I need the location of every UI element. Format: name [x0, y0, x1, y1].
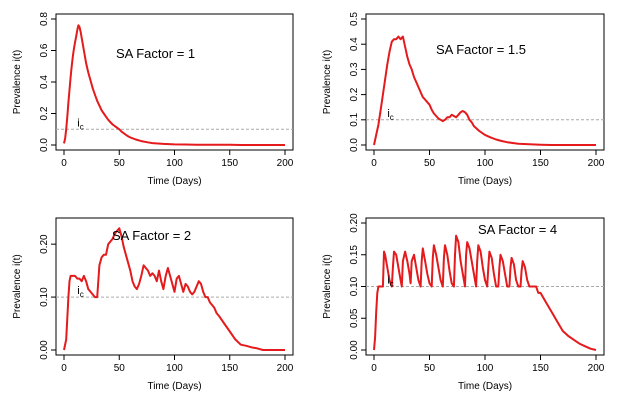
x-tick-label: 0	[61, 158, 67, 169]
prevalence-line	[373, 234, 597, 351]
chart-panel-4: 0 50 100 150 200 0.00 0.05 0.10 0.15 0.20 Time (Da…	[322, 213, 605, 392]
y-tick-label: 0.4	[39, 75, 50, 89]
y-tick-label: 0.8	[39, 12, 50, 26]
x-axis-label: Time (Days)	[458, 176, 512, 187]
threshold-label: ic	[77, 117, 83, 131]
y-tick-label: 0.15	[349, 245, 360, 265]
x-tick-label: 0	[61, 363, 67, 374]
y-axis-label: Prevalence i(t)	[12, 50, 23, 114]
chart-panel-1: 0 50 100 150 200 0.0 0.2 0.4 0.6 0.8 Time (Days) Pr…	[12, 12, 294, 187]
x-tick-label: 50	[114, 363, 126, 374]
x-tick-label: 50	[114, 158, 126, 169]
y-tick-label: 0.2	[349, 87, 360, 101]
threshold-label: ic	[387, 275, 393, 289]
threshold-label: ic	[77, 285, 83, 299]
y-tick-label: 0.4	[349, 37, 360, 51]
x-axis-label: Time (Days)	[147, 176, 201, 187]
x-tick-label: 150	[221, 158, 238, 169]
y-axis-label: Prevalence i(t)	[322, 50, 333, 114]
sa-factor-label: SA Factor = 4	[478, 222, 557, 237]
chart-panel-2: 0 50 100 150 200 0.0 0.1 0.2 0.3 0.4 0.5 Time (Days…	[322, 12, 605, 187]
chart-panel-3: 0 50 100 150 200 0.00 0.10 0.20 Time (Days) Preva…	[12, 217, 294, 392]
x-tick-label: 0	[371, 363, 377, 374]
y-axis-label: Prevalence i(t)	[322, 254, 333, 318]
x-tick-label: 200	[588, 363, 605, 374]
y-tick-label: 0.1	[349, 112, 360, 126]
y-tick-label: 0.2	[39, 106, 50, 120]
prevalence-line	[63, 24, 285, 146]
threshold-label: ic	[387, 108, 393, 122]
prevalence-line	[373, 35, 596, 146]
threshold-subscript: c	[390, 280, 394, 289]
y-tick-label: 0.6	[39, 43, 50, 57]
x-tick-label: 150	[532, 363, 549, 374]
x-tick-label: 100	[477, 363, 494, 374]
plot-frame	[365, 13, 605, 151]
y-tick-label: 0.00	[349, 340, 360, 360]
x-tick-label: 200	[277, 363, 294, 374]
x-tick-label: 50	[424, 363, 436, 374]
x-tick-label: 100	[477, 158, 494, 169]
threshold-subscript: c	[390, 113, 394, 122]
y-tick-label: 0.10	[39, 287, 50, 307]
y-tick-label: 0.5	[349, 12, 360, 26]
y-tick-label: 0.05	[349, 308, 360, 328]
sa-factor-label: SA Factor = 1	[116, 46, 195, 61]
sa-factor-label: SA Factor = 2	[112, 228, 191, 243]
x-tick-label: 150	[532, 158, 549, 169]
x-tick-label: 50	[424, 158, 436, 169]
y-tick-label: 0.20	[39, 234, 50, 254]
x-tick-label: 0	[371, 158, 377, 169]
x-tick-label: 100	[166, 363, 183, 374]
threshold-subscript: c	[80, 290, 84, 299]
x-tick-label: 100	[166, 158, 183, 169]
sa-factor-label: SA Factor = 1.5	[436, 42, 526, 57]
y-axis-label: Prevalence i(t)	[12, 254, 23, 318]
y-tick-label: 0.10	[349, 276, 360, 296]
y-tick-label: 0.20	[349, 213, 360, 233]
prevalence-line	[63, 227, 285, 351]
x-axis-label: Time (Days)	[147, 381, 201, 392]
x-tick-label: 200	[277, 158, 294, 169]
y-tick-label: 0.0	[349, 138, 360, 152]
x-tick-label: 200	[588, 158, 605, 169]
x-tick-label: 150	[221, 363, 238, 374]
y-tick-label: 0.00	[39, 340, 50, 360]
y-tick-label: 0.0	[39, 138, 50, 152]
y-tick-label: 0.3	[349, 62, 360, 76]
threshold-subscript: c	[80, 122, 84, 131]
x-axis-label: Time (Days)	[458, 381, 512, 392]
